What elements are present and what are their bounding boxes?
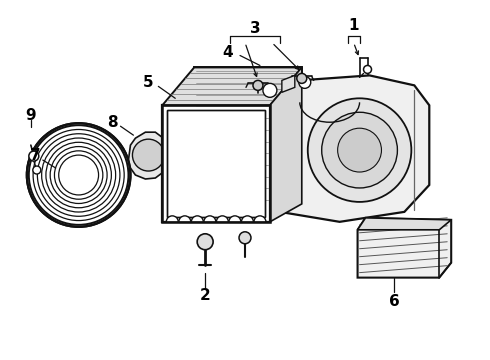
Circle shape: [302, 80, 308, 85]
Polygon shape: [282, 75, 295, 92]
Wedge shape: [192, 216, 203, 222]
Circle shape: [197, 234, 213, 250]
Circle shape: [338, 128, 382, 172]
Text: 7: 7: [30, 148, 41, 163]
Circle shape: [364, 66, 371, 73]
Circle shape: [132, 139, 164, 171]
Polygon shape: [167, 110, 265, 217]
Circle shape: [299, 76, 311, 88]
Text: 4: 4: [223, 45, 233, 60]
Circle shape: [263, 84, 277, 97]
Wedge shape: [166, 216, 178, 222]
Text: 6: 6: [389, 294, 400, 309]
Text: 3: 3: [249, 21, 260, 36]
Wedge shape: [217, 216, 228, 222]
Wedge shape: [229, 216, 241, 222]
Wedge shape: [254, 216, 266, 222]
Circle shape: [308, 98, 412, 202]
Text: 1: 1: [348, 18, 359, 33]
Polygon shape: [162, 105, 270, 222]
Polygon shape: [128, 132, 167, 179]
Circle shape: [253, 80, 263, 90]
Text: 8: 8: [107, 115, 118, 130]
Wedge shape: [242, 216, 253, 222]
Text: 5: 5: [143, 75, 154, 90]
Polygon shape: [194, 67, 302, 204]
Circle shape: [322, 112, 397, 188]
Polygon shape: [358, 218, 451, 230]
Circle shape: [297, 73, 307, 84]
Circle shape: [33, 166, 41, 174]
Wedge shape: [204, 216, 216, 222]
Polygon shape: [270, 67, 302, 222]
Wedge shape: [179, 216, 191, 222]
Polygon shape: [162, 67, 302, 105]
Circle shape: [266, 86, 274, 94]
Text: 9: 9: [25, 108, 36, 123]
Polygon shape: [280, 75, 429, 222]
Polygon shape: [358, 218, 451, 278]
Circle shape: [239, 232, 251, 244]
Circle shape: [27, 123, 130, 227]
Text: 2: 2: [200, 288, 211, 303]
Circle shape: [29, 151, 39, 161]
